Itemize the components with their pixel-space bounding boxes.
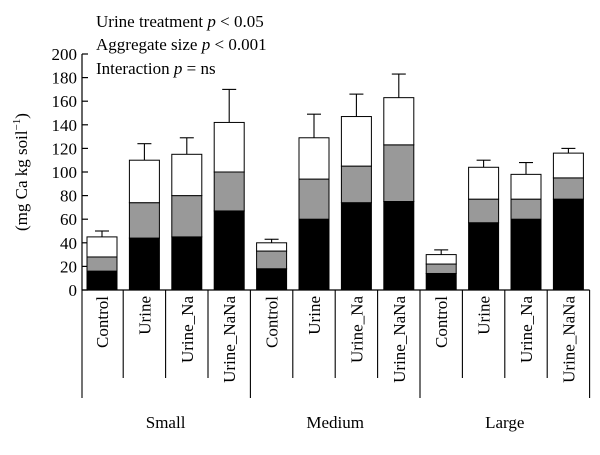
x-tick-label: Urine_Na	[347, 296, 366, 363]
bar-medium-urine	[298, 113, 330, 291]
bars	[86, 73, 584, 291]
bar-segment-1	[383, 201, 415, 291]
y-tick-label: 120	[52, 139, 78, 158]
bar-segment-2	[256, 250, 288, 270]
y-tick-label: 180	[52, 69, 78, 88]
bar-small-urine_na	[171, 137, 203, 291]
bar-segment-3	[468, 166, 500, 200]
bar-segment-3	[425, 254, 457, 265]
annotation-1: Urine treatment p < 0.05	[96, 12, 264, 31]
bar-small-urine_nana	[213, 88, 245, 291]
bar-segment-1	[468, 222, 500, 291]
bar-segment-2	[298, 178, 330, 220]
y-tick-label: 160	[52, 92, 78, 111]
x-tick-label: Control	[263, 296, 282, 348]
bar-segment-1	[128, 237, 160, 291]
bar-medium-urine_nana	[383, 73, 415, 291]
x-tick-label: Urine_NaNa	[220, 296, 239, 383]
bar-segment-3	[213, 121, 245, 173]
annotation-3: Interaction p = ns	[96, 59, 216, 78]
group-label-medium: Medium	[306, 413, 364, 432]
annotations: Urine treatment p < 0.05 Aggregate size p…	[96, 12, 267, 78]
bar-segment-1	[425, 272, 457, 291]
bar-segment-3	[552, 152, 584, 179]
y-tick-label: 0	[69, 281, 78, 300]
y-tick-label: 140	[52, 116, 78, 135]
bar-segment-3	[86, 236, 118, 258]
bar-segment-3	[298, 137, 330, 180]
bar-segment-2	[468, 198, 500, 224]
bar-medium-urine_na	[340, 93, 372, 291]
bar-large-urine_nana	[552, 147, 584, 291]
bar-segment-2	[425, 263, 457, 274]
y-tick-label: 80	[60, 187, 77, 206]
bar-segment-1	[86, 270, 118, 291]
x-tick-label: Urine_Na	[517, 296, 536, 363]
bar-segment-3	[340, 116, 372, 167]
bar-small-control	[86, 230, 118, 291]
x-tick-label: Urine	[475, 296, 494, 335]
bar-segment-3	[256, 242, 288, 252]
bar-segment-1	[171, 236, 203, 291]
x-tick-label: Urine	[305, 296, 324, 335]
bar-segment-2	[552, 177, 584, 200]
x-tick-label: Urine_NaNa	[559, 296, 578, 383]
bar-segment-2	[213, 171, 245, 212]
bar-segment-1	[298, 218, 330, 291]
bar-segment-3	[171, 153, 203, 197]
bar-large-urine_na	[510, 162, 542, 291]
bar-segment-1	[213, 210, 245, 291]
bar-large-control	[425, 249, 457, 291]
bar-segment-2	[340, 165, 372, 204]
x-tick-label: Urine	[135, 296, 154, 335]
annotation-2: Aggregate size p < 0.001	[96, 35, 267, 54]
y-axis: 0 20 40 60 80 100 120 140 160 180 200	[52, 45, 88, 300]
bar-segment-3	[128, 159, 160, 204]
group-label-small: Small	[146, 413, 186, 432]
x-tick-label: Control	[93, 296, 112, 348]
y-axis-label: (mg Ca kg soil−1)	[11, 113, 31, 231]
x-tick-label: Control	[432, 296, 451, 348]
bar-segment-2	[383, 144, 415, 202]
x-tick-label: Urine_Na	[178, 296, 197, 363]
group-label-large: Large	[485, 413, 524, 432]
bar-segment-2	[171, 195, 203, 238]
y-tick-label: 20	[60, 257, 77, 276]
y-tick-label: 200	[52, 45, 78, 64]
x-axis: Control Urine Urine_Na Urine_NaNa Control Uri…	[81, 289, 591, 432]
bar-segment-3	[383, 97, 415, 146]
y-tick-label: 40	[60, 234, 77, 253]
bar-large-urine	[468, 159, 500, 291]
bar-small-urine	[128, 143, 160, 291]
y-tick-label: 100	[52, 163, 78, 182]
y-tick-label: 60	[60, 210, 77, 229]
bar-segment-3	[510, 173, 542, 200]
bar-segment-1	[510, 218, 542, 291]
bar-segment-1	[552, 198, 584, 291]
x-tick-label: Urine_NaNa	[390, 296, 409, 383]
bar-segment-2	[86, 256, 118, 272]
bar-segment-2	[510, 198, 542, 220]
bar-segment-2	[128, 202, 160, 239]
bar-segment-1	[340, 202, 372, 291]
bar-segment-1	[256, 268, 288, 291]
bar-medium-control	[256, 238, 288, 291]
